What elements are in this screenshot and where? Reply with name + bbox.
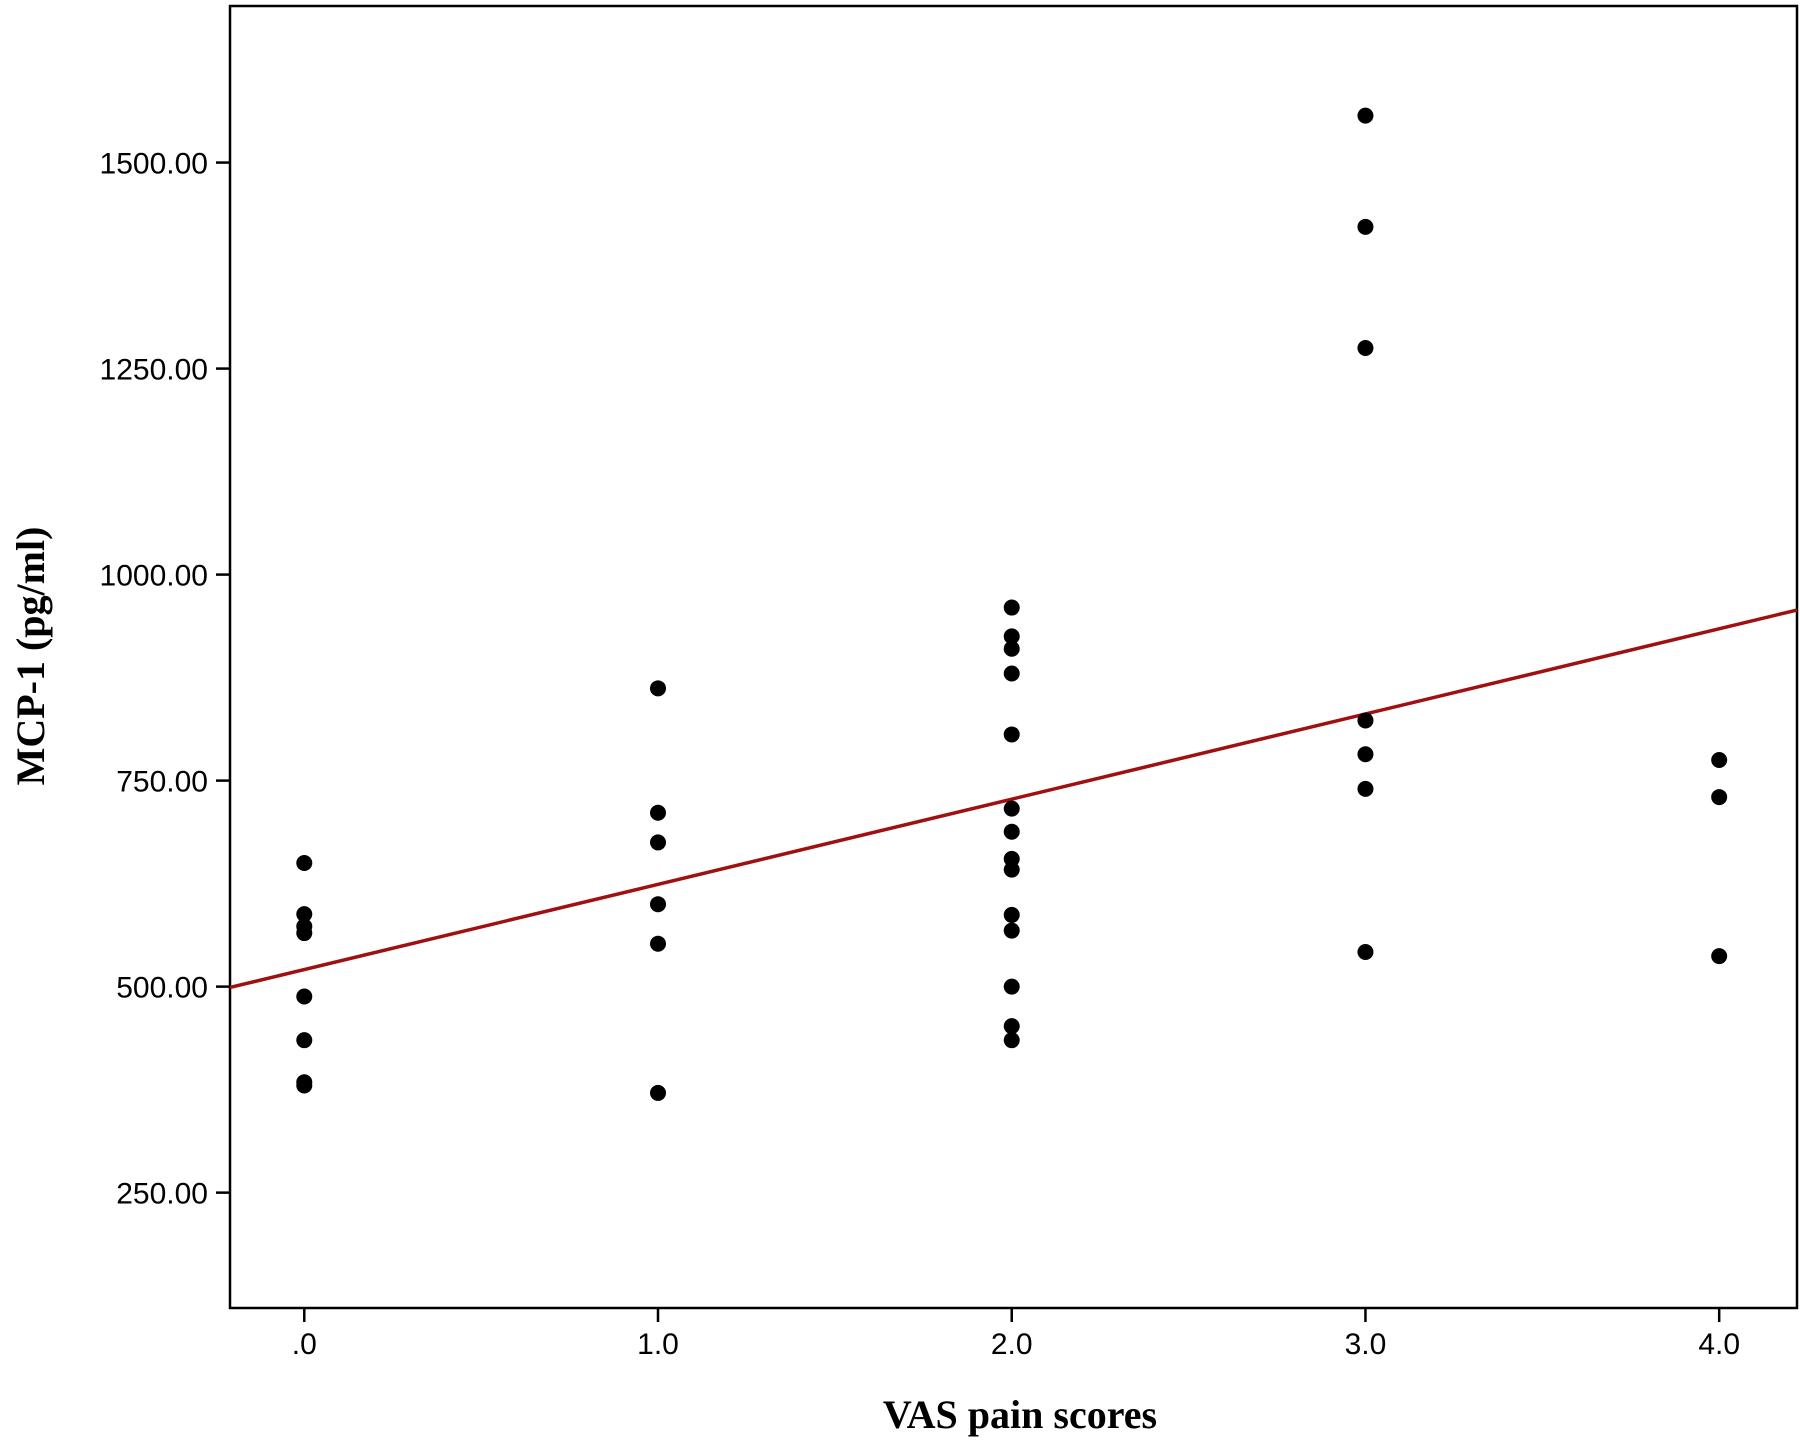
fit-line-layer [229,608,1798,990]
data-point [1003,726,1020,743]
x-tick-label: 1.0 [637,1328,679,1361]
data-point [296,855,313,872]
data-point [296,988,313,1005]
data-point [1003,640,1020,657]
data-point [1003,978,1020,995]
data-point [296,925,313,942]
data-point [1003,922,1020,939]
data-point [650,935,667,952]
x-tick-label: 4.0 [1698,1328,1740,1361]
y-tick-label: 250.00 [116,1178,208,1211]
x-tick-label: 3.0 [1345,1328,1387,1361]
data-point [1003,1018,1020,1035]
data-point [1003,906,1020,923]
y-tick-label: 1000.00 [100,560,208,593]
data-point [650,804,667,821]
data-point [1711,752,1728,769]
y-axis-title: MCP-1 (pg/ml) [8,527,53,786]
data-point [1003,665,1020,682]
data-point [1357,780,1374,797]
regression-line [229,608,1798,990]
data-point [1357,944,1374,961]
data-point [1711,948,1728,965]
plot-frame-layer [228,4,1799,1310]
y-tick-label: 750.00 [116,766,208,799]
data-point [296,1032,313,1049]
data-point [1003,1032,1020,1049]
y-tick-label: 500.00 [116,972,208,1005]
data-point [650,1084,667,1101]
data-point [1357,712,1374,729]
data-point [1357,339,1374,356]
y-tick-label: 1500.00 [100,148,208,181]
x-axis-title: VAS pain scores [883,1392,1157,1437]
data-point [650,834,667,851]
points-layer [296,107,1728,1101]
data-point [1003,599,1020,616]
data-point [1003,628,1020,645]
data-point [1003,861,1020,878]
data-point [1711,789,1728,806]
x-tick-label: 2.0 [991,1328,1033,1361]
data-point [650,680,667,697]
ticks-layer: .0 1.0 2.0 3.0 4.0 250.00 500.00 750.00 1000.00 1… [100,148,1740,1361]
data-point [296,906,313,923]
data-point [296,1077,313,1094]
x-tick-label: .0 [292,1328,317,1361]
plot-frame [228,4,1799,1310]
data-point [1003,823,1020,840]
data-point [1357,218,1374,235]
y-tick-label: 1250.00 [100,354,208,387]
data-point [650,896,667,913]
data-point [1357,746,1374,763]
data-point [1357,107,1374,124]
data-point [1003,800,1020,817]
